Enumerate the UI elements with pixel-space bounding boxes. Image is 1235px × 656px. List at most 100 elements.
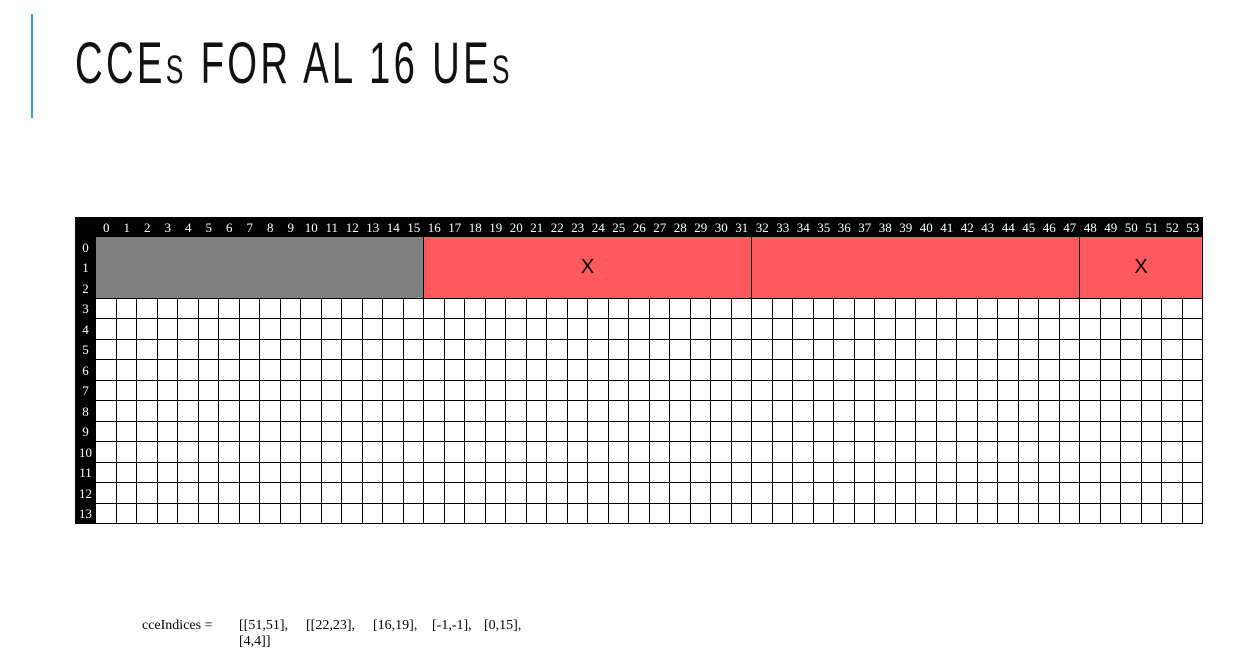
grid-cell	[567, 483, 588, 504]
grid-cell	[711, 421, 732, 442]
column-header: 6	[219, 217, 240, 237]
grid-cell	[588, 380, 609, 401]
grid-cell	[444, 442, 465, 463]
grid-cell	[465, 503, 486, 524]
grid-cell	[1100, 442, 1121, 463]
grid-cell	[547, 380, 568, 401]
grid-cell	[1039, 442, 1060, 463]
grid-cell	[465, 442, 486, 463]
grid-cell	[506, 503, 527, 524]
grid-cell	[321, 339, 342, 360]
grid-cell	[977, 462, 998, 483]
grid-cell	[1121, 339, 1142, 360]
grid-cell	[116, 462, 137, 483]
column-header: 36	[834, 217, 855, 237]
grid-cell	[383, 401, 404, 422]
grid-cell	[1141, 360, 1162, 381]
grid-cell	[485, 503, 506, 524]
grid-cell	[875, 401, 896, 422]
grid-cell	[1100, 298, 1121, 319]
grid-cell	[690, 421, 711, 442]
grid-cell	[96, 319, 117, 340]
grid-cell	[567, 503, 588, 524]
grid-cell	[793, 319, 814, 340]
grid-cell	[1182, 401, 1203, 422]
grid-cell	[916, 483, 937, 504]
grid-cell	[1100, 462, 1121, 483]
grid-cell	[977, 298, 998, 319]
grid-cell	[772, 462, 793, 483]
grid-cell	[1080, 401, 1101, 422]
column-header: 49	[1100, 217, 1121, 237]
grid-cell	[670, 319, 691, 340]
grid-cell	[916, 380, 937, 401]
grid-cell	[321, 483, 342, 504]
grid-cell	[1080, 421, 1101, 442]
grid-cell	[1182, 339, 1203, 360]
grid-cell	[1018, 360, 1039, 381]
cce-index-value: [[51,51],	[239, 618, 288, 633]
grid-cell	[96, 298, 117, 319]
grid-cell	[690, 483, 711, 504]
grid-cell	[1141, 503, 1162, 524]
grid-cell	[178, 319, 199, 340]
grid-cell	[280, 298, 301, 319]
grid-cell	[854, 319, 875, 340]
grid-cell	[895, 462, 916, 483]
grid-cell	[813, 442, 834, 463]
grid-cell	[526, 503, 547, 524]
grid-cell	[383, 483, 404, 504]
grid-cell	[834, 462, 855, 483]
column-header: 11	[321, 217, 342, 237]
grid-cell	[260, 360, 281, 381]
grid-cell	[116, 421, 137, 442]
grid-cell	[137, 462, 158, 483]
grid-cell	[301, 421, 322, 442]
grid-cell	[403, 339, 424, 360]
grid-cell	[875, 319, 896, 340]
grid-cell	[854, 339, 875, 360]
grid-cell	[588, 503, 609, 524]
grid-cell	[670, 503, 691, 524]
grid-cell	[608, 319, 629, 340]
grid-cell	[1080, 319, 1101, 340]
grid-cell	[198, 442, 219, 463]
column-header: 12	[342, 217, 363, 237]
grid-cell	[280, 380, 301, 401]
grid-cell	[321, 462, 342, 483]
grid-cell	[444, 421, 465, 442]
grid-cell	[301, 483, 322, 504]
grid-cell	[916, 401, 937, 422]
grid-cell	[690, 360, 711, 381]
grid-cell	[1141, 421, 1162, 442]
grid-cell	[711, 360, 732, 381]
grid-cell	[1059, 380, 1080, 401]
grid-cell	[629, 298, 650, 319]
column-header: 42	[957, 217, 978, 237]
grid-cell	[547, 503, 568, 524]
grid-cell	[157, 483, 178, 504]
grid-cell	[854, 442, 875, 463]
grid-cell	[424, 339, 445, 360]
grid-cell	[301, 319, 322, 340]
grid-cell	[383, 442, 404, 463]
grid-cell	[342, 298, 363, 319]
grid-cell	[916, 319, 937, 340]
column-header: 32	[752, 217, 773, 237]
grid-cell	[772, 421, 793, 442]
grid-cell	[362, 339, 383, 360]
grid-cell	[178, 462, 199, 483]
grid-cell	[178, 339, 199, 360]
grid-cell	[280, 360, 301, 381]
grid-cell	[547, 339, 568, 360]
grid-cell	[403, 380, 424, 401]
grid-cell	[1059, 421, 1080, 442]
grid-cell	[998, 339, 1019, 360]
grid-cell	[690, 442, 711, 463]
grid-cell	[895, 360, 916, 381]
grid-cell	[1182, 421, 1203, 442]
grid-cell	[506, 319, 527, 340]
grid-cell	[793, 298, 814, 319]
column-header: 34	[793, 217, 814, 237]
grid-cell	[936, 360, 957, 381]
